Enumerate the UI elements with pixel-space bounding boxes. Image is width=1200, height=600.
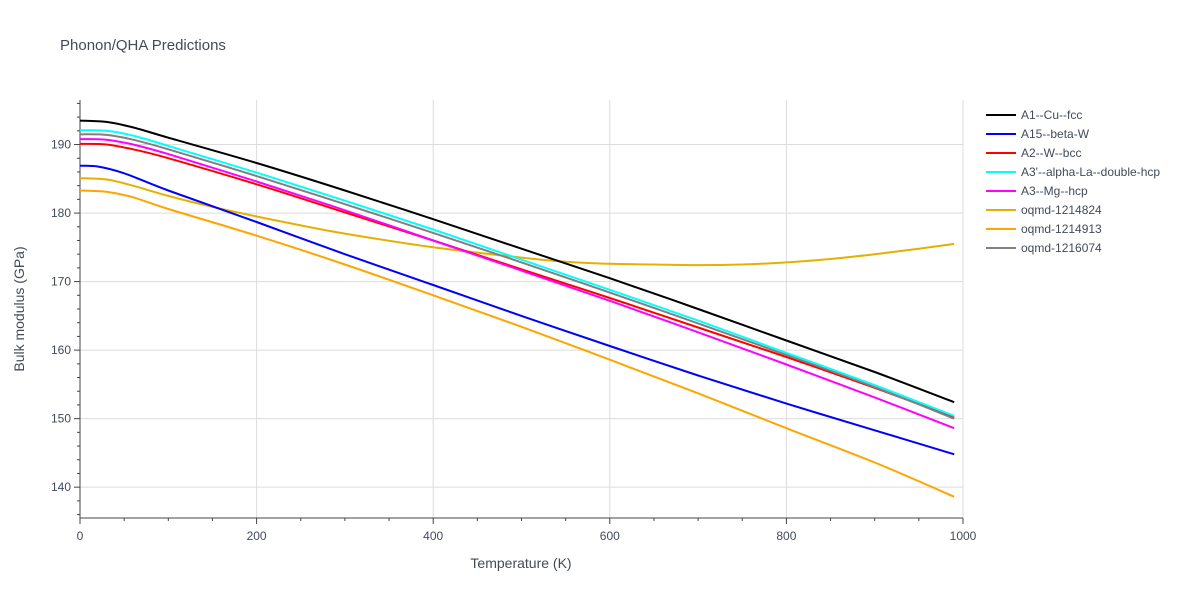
y-axis-title: Bulk modulus (GPa): [11, 246, 27, 371]
legend-item[interactable]: A2--W--bcc: [986, 146, 1081, 160]
legend-label: oqmd-1216074: [1021, 241, 1102, 255]
legend-label: A1--Cu--fcc: [1021, 108, 1082, 122]
series-line-A2--W--bcc: [79, 142, 955, 419]
y-tick-label: 170: [51, 275, 71, 289]
legend-item[interactable]: A15--beta-W: [986, 127, 1090, 141]
y-tick-label: 150: [51, 412, 71, 426]
series-line-A3'--alpha-La--double-hcp: [79, 129, 955, 417]
x-tick-label: 400: [423, 529, 443, 543]
series-line-A3--Mg--hcp: [79, 138, 955, 430]
x-tick-label: 200: [247, 529, 267, 543]
y-tick-label: 160: [51, 343, 71, 357]
legend[interactable]: A1--Cu--fcc A15--beta-W A2--W--bcc A3'--alp…: [986, 108, 1160, 255]
x-tick-label: 800: [776, 529, 796, 543]
x-axis-title: Temperature (K): [470, 555, 571, 571]
legend-item[interactable]: A3'--alpha-La--double-hcp: [986, 165, 1160, 179]
series-line-oqmd-1214824: [79, 177, 955, 267]
y-tick-label: 180: [51, 206, 71, 220]
legend-item[interactable]: A1--Cu--fcc: [986, 108, 1082, 122]
chart-title: Phonon/QHA Predictions: [60, 37, 226, 54]
series-line-A1--Cu--fcc: [79, 119, 955, 404]
y-tick-label: 140: [51, 480, 71, 494]
grid: [80, 100, 964, 518]
x-tick-label: 0: [77, 529, 84, 543]
series-line-oqmd-1216074: [79, 133, 955, 420]
series-line-A15--beta-W: [79, 164, 955, 456]
x-tick-label: 1000: [950, 529, 977, 543]
legend-label: A3'--alpha-La--double-hcp: [1021, 165, 1160, 179]
legend-label: A3--Mg--hcp: [1021, 184, 1088, 198]
x-tick-label: 600: [600, 529, 620, 543]
legend-item[interactable]: oqmd-1216074: [986, 241, 1102, 255]
legend-item[interactable]: oqmd-1214824: [986, 203, 1102, 217]
legend-label: oqmd-1214824: [1021, 203, 1102, 217]
legend-item[interactable]: oqmd-1214913: [986, 222, 1102, 236]
plot-lines: [79, 119, 955, 498]
legend-label: A2--W--bcc: [1021, 146, 1081, 160]
legend-label: A15--beta-W: [1021, 127, 1090, 141]
series-line-oqmd-1214913: [79, 189, 955, 498]
legend-label: oqmd-1214913: [1021, 222, 1102, 236]
y-tick-label: 190: [51, 138, 71, 152]
legend-item[interactable]: A3--Mg--hcp: [986, 184, 1088, 198]
axes: 0 200 400 600 800 1000 140 150 160 170 180 190: [51, 100, 977, 543]
